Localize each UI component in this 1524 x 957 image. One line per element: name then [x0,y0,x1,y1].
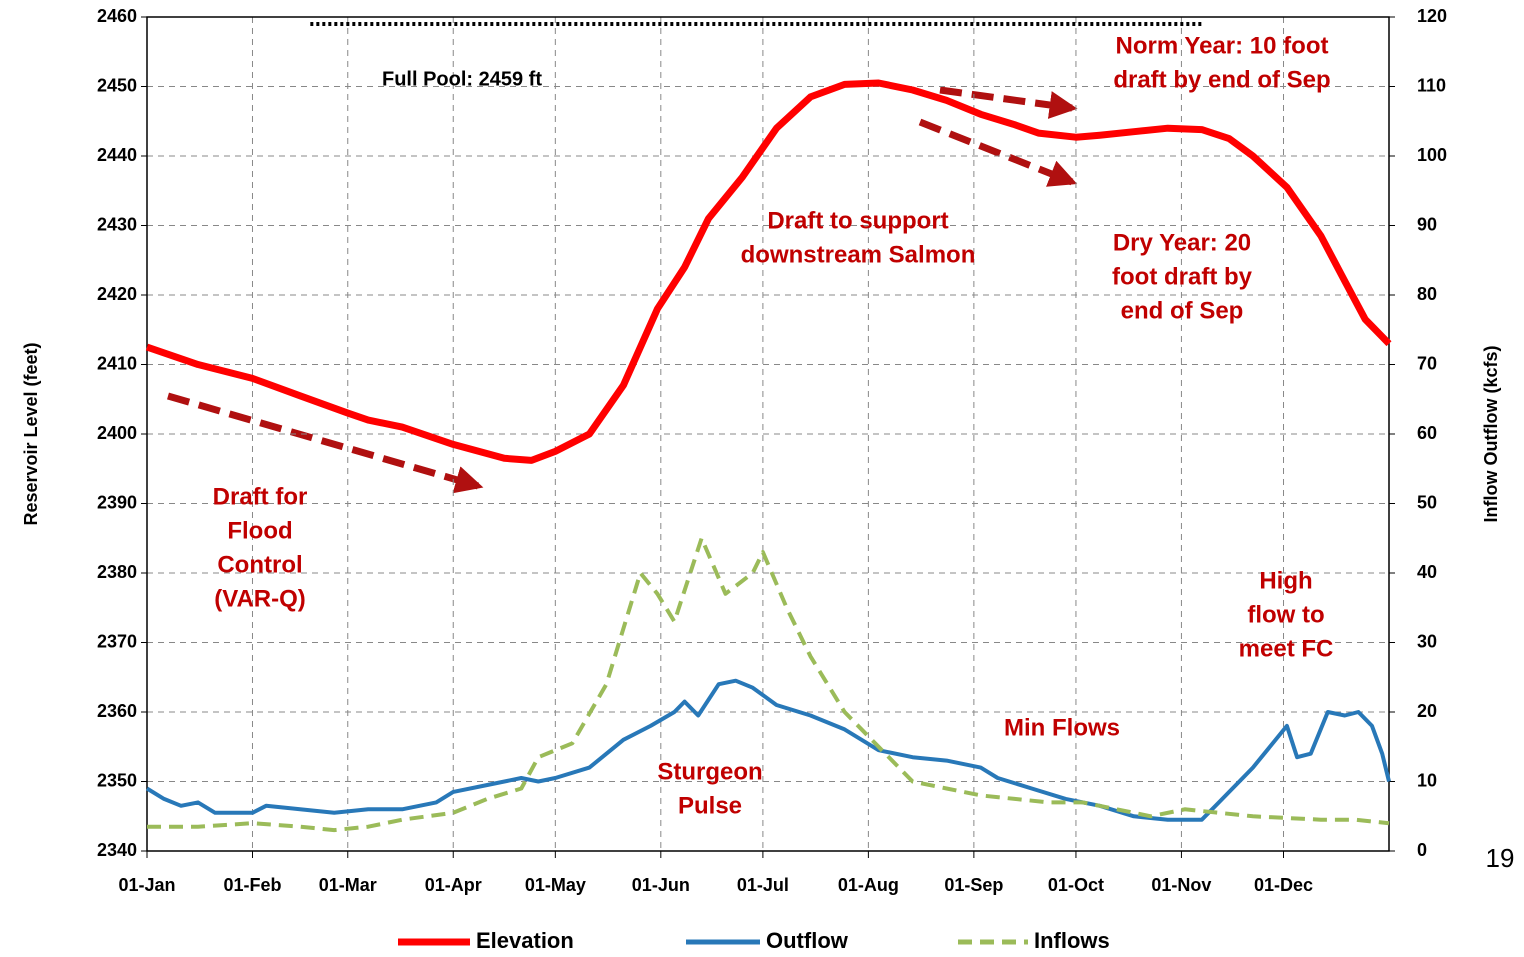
arrows [167,86,1078,494]
x-tick-label: 01-Jun [632,875,690,895]
y2-tick-label: 60 [1417,423,1437,443]
y-tick-label: 2380 [97,562,137,582]
x-tick-label: 01-Oct [1048,875,1104,895]
y2-tick-label: 80 [1417,284,1437,304]
y2-tick-label: 20 [1417,701,1437,721]
annotation: downstream Salmon [741,241,976,268]
annotation: Draft to support [767,207,948,234]
y2-tick-label: 50 [1417,492,1437,512]
y-tick-label: 2420 [97,284,137,304]
x-tick-label: 01-May [525,875,586,895]
annotation: High [1259,567,1312,594]
series-line [145,79,1392,464]
annotation: Dry Year: 20 [1113,229,1251,256]
y-axis-label: Reservoir Level (feet) [21,342,41,525]
y-tick-label: 2360 [97,701,137,721]
x-tick-label: 01-Nov [1151,875,1211,895]
annotation: draft by end of Sep [1113,66,1330,93]
y2-tick-label: 30 [1417,631,1437,651]
x-tick-label: 01-Dec [1254,875,1313,895]
legend-label: Elevation [476,928,574,953]
y-tick-label: 2390 [97,492,137,512]
annotation: Pulse [678,792,742,819]
y2-axis-label: Inflow Outflow (kcfs) [1481,346,1501,523]
series-line [145,678,1391,822]
annotation: Sturgeon [657,758,762,785]
y2-tick-label: 70 [1417,353,1437,373]
x-tick-label: 01-Mar [319,875,377,895]
y2-tick-label: 110 [1417,75,1446,95]
y2-tick-label: 10 [1417,770,1437,790]
reference-label: Full Pool: 2459 ft [382,68,542,90]
y-tick-label: 2450 [97,75,137,95]
annotation: foot draft by [1112,263,1253,290]
y-tick-label: 2430 [97,214,137,234]
arrow [939,86,1078,119]
y-tick-label: 2440 [97,145,137,165]
arrow [918,118,1078,187]
y2-tick-label: 40 [1417,562,1437,582]
annotation: Norm Year: 10 foot [1116,32,1329,59]
y-tick-label: 2400 [97,423,137,443]
annotation: Draft for [213,483,308,510]
annotation: meet FC [1239,635,1334,662]
legend-label: Inflows [1034,928,1110,953]
legend-label: Outflow [766,928,849,953]
annotation: (VAR-Q) [214,585,306,612]
y2-tick-label: 120 [1417,6,1447,26]
annotation: Flood [227,517,292,544]
y-tick-label: 2350 [97,770,137,790]
x-tick-label: 01-Sep [944,875,1003,895]
x-tick-label: 01-Apr [425,875,482,895]
y-tick-label: 2340 [97,840,137,860]
series-line [147,536,1390,833]
y2-tick-label: 90 [1417,214,1437,234]
x-tick-label: 01-Feb [223,875,281,895]
y2-tick-label: 100 [1417,145,1447,165]
annotation: end of Sep [1121,297,1244,324]
plot-frame [146,16,1390,852]
arrow [167,392,484,494]
y-tick-label: 2370 [97,631,137,651]
annotation: Min Flows [1004,714,1120,741]
annotation: Control [217,551,302,578]
x-tick-label: 01-Jan [118,875,175,895]
y-tick-label: 2410 [97,353,137,373]
x-tick-label: 01-Jul [737,875,789,895]
x-tick-label: 01-Aug [838,875,899,895]
y-tick-label: 2460 [97,6,137,26]
page-number: 19 [1486,843,1515,873]
y2-tick-label: 0 [1417,840,1427,860]
annotation: flow to [1247,601,1324,628]
